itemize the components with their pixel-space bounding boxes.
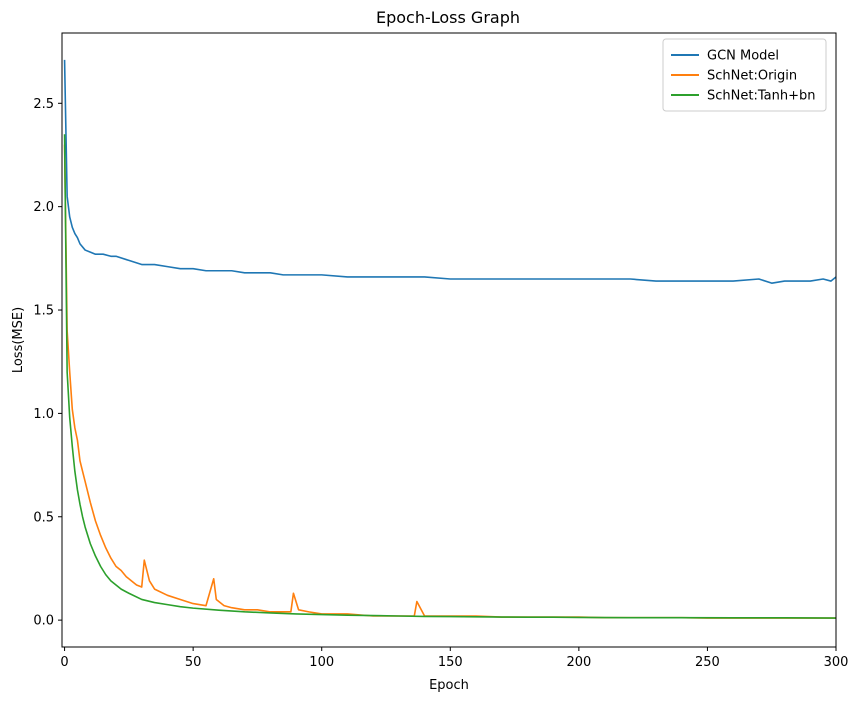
legend-entry-label: SchNet:Origin [707,69,797,84]
chart-title: Epoch-Loss Graph [376,8,520,27]
legend-entry-label: SchNet:Tanh+bn [707,89,815,104]
y-axis-ticks: 0.0 0.5 1.0 1.5 2.0 2.5 [33,97,62,629]
legend-entry-label: GCN Model [707,49,779,64]
plot-area [63,59,836,619]
legend-box [662,38,827,112]
x-tick-label: 200 [566,655,591,670]
axes-frame [61,32,837,648]
y-tick-label: 2.5 [33,97,54,112]
x-tick-label: 300 [824,655,849,670]
y-tick-label: 1.5 [33,304,54,319]
x-tick-label: 250 [695,655,720,670]
series-line-1 [63,59,836,284]
x-tick-label: 50 [185,655,202,670]
y-tick-label: 1.0 [33,407,54,422]
x-tick-label: 150 [438,655,463,670]
y-axis-label: Loss(MSE) [11,307,26,373]
y-tick-label: 2.0 [33,200,54,215]
series-line-2 [63,144,836,619]
series-line-3 [63,134,836,619]
y-tick-label: 0.0 [33,614,54,629]
x-tick-label: 100 [309,655,334,670]
x-axis-label: Epoch [429,678,469,693]
legend: GCN Model SchNet:Origin SchNet:Tanh+bn [662,38,827,112]
y-tick-label: 0.5 [33,510,54,525]
x-axis-ticks: 0 50 100 150 200 250 300 [60,647,848,670]
x-tick-label: 0 [60,655,68,670]
